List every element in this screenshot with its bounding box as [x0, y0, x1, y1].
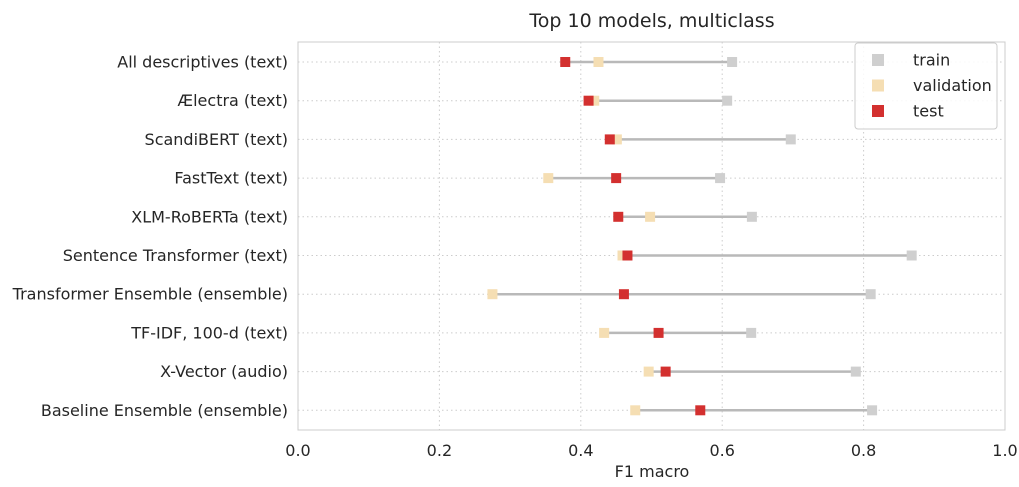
marker-test — [583, 95, 594, 106]
x-tick-label: 1.0 — [992, 441, 1017, 460]
x-tick-label: 0.0 — [285, 441, 310, 460]
x-tick-label: 0.4 — [568, 441, 593, 460]
category-label: FastText (text) — [174, 169, 288, 188]
marker-validation — [543, 173, 554, 184]
marker-train — [715, 173, 726, 184]
legend: train validation test — [854, 42, 998, 130]
category-label: XLM-RoBERTa (text) — [131, 207, 288, 226]
marker-train — [727, 57, 738, 67]
marker-test — [660, 366, 671, 377]
x-tick-label: 0.6 — [709, 441, 734, 460]
legend-frame — [854, 42, 998, 130]
legend-swatch — [872, 105, 884, 117]
ticks-layer: 0.0 0.2 0.4 0.6 0.8 1.0 All descriptives (text… — [12, 53, 1018, 461]
marker-train — [785, 134, 796, 145]
marker-validation — [599, 327, 610, 338]
marker-validation — [487, 289, 498, 300]
legend-label: validation — [913, 76, 992, 95]
chart-title: Top 10 models, multiclass — [528, 10, 774, 32]
range-lines-layer — [492, 60, 912, 412]
marker-validation — [589, 95, 600, 106]
marker-validation — [645, 211, 656, 222]
legend-swatch — [872, 54, 884, 66]
markers-layer — [487, 57, 917, 416]
category-label: TF-IDF, 100-d (text) — [130, 323, 288, 342]
marker-test — [695, 405, 706, 416]
marker-train — [746, 211, 757, 222]
marker-validation — [593, 57, 604, 67]
category-label: X-Vector (audio) — [160, 362, 288, 381]
legend-swatch — [872, 79, 884, 92]
legend-label: test — [913, 102, 944, 121]
marker-train — [867, 405, 878, 416]
marker-validation — [630, 405, 641, 416]
marker-validation — [611, 134, 622, 145]
marker-test — [604, 134, 615, 145]
legend-label: train — [913, 51, 950, 70]
x-axis-label: F1 macro — [615, 462, 690, 481]
category-label: Transformer Ensemble (ensemble) — [12, 285, 288, 304]
marker-test — [560, 57, 571, 67]
marker-test — [622, 250, 633, 261]
marker-train — [865, 289, 876, 300]
category-label: Sentence Transformer (text) — [63, 246, 288, 265]
marker-train — [850, 366, 861, 377]
x-tick-label: 0.8 — [851, 441, 876, 460]
marker-test — [618, 289, 629, 300]
category-label: ScandiBERT (text) — [145, 130, 288, 149]
marker-test — [611, 173, 622, 184]
marker-validation — [643, 366, 654, 377]
marker-test — [613, 211, 624, 222]
category-label: All descriptives (text) — [117, 53, 288, 72]
marker-test — [653, 327, 664, 338]
category-label: Ælectra (text) — [178, 91, 288, 110]
marker-train — [906, 250, 917, 261]
category-label: Baseline Ensemble (ensemble) — [41, 401, 288, 420]
grid-layer — [298, 42, 1005, 430]
marker-train — [746, 327, 757, 338]
plot-frame — [297, 41, 1006, 431]
x-tick-label: 0.2 — [427, 441, 452, 460]
marker-train — [722, 95, 733, 106]
